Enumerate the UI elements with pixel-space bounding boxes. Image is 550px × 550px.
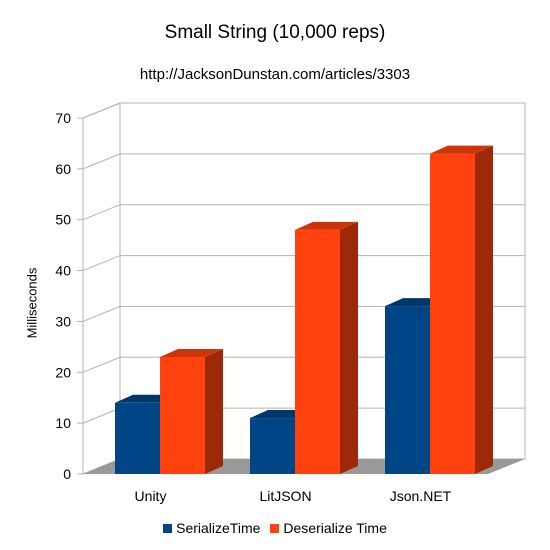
- bar: [295, 229, 340, 474]
- bar-top: [430, 145, 493, 154]
- bar: [385, 306, 430, 474]
- legend-item-deserialize: Deserialize Time: [270, 520, 387, 536]
- y-tick-label: 50: [55, 212, 71, 228]
- gridline: [82, 102, 525, 119]
- legend-swatch-deserialize: [270, 523, 280, 533]
- y-axis-label: Milliseconds: [24, 267, 40, 339]
- y-tick-label: 40: [55, 263, 71, 279]
- gridline: [82, 204, 525, 221]
- chart-subtitle: http://JacksonDunstan.com/articles/3303: [139, 66, 411, 83]
- legend: SerializeTime Deserialize Time: [0, 520, 550, 536]
- y-tick-label: 70: [55, 110, 71, 126]
- gridline: [82, 255, 525, 272]
- legend-item-serialize: SerializeTime: [163, 520, 260, 536]
- bar: [115, 402, 160, 474]
- x-tick-label: Json.NET: [390, 488, 452, 504]
- bar: [250, 418, 295, 474]
- x-tick-label: LitJSON: [259, 488, 311, 504]
- plot-side-wall: [82, 102, 121, 475]
- bar: [430, 153, 475, 474]
- legend-label-deserialize: Deserialize Time: [283, 520, 387, 536]
- bar-side: [475, 145, 493, 474]
- legend-label-serialize: SerializeTime: [176, 520, 261, 536]
- x-tick-label: Unity: [135, 488, 167, 504]
- bar: [160, 357, 205, 474]
- y-tick-label: 0: [63, 466, 71, 482]
- y-tick-label: 60: [55, 161, 71, 177]
- bar-side: [205, 349, 223, 474]
- bar-side: [340, 221, 358, 474]
- y-tick-label: 10: [55, 415, 71, 431]
- bar-top: [295, 221, 358, 230]
- bar-top: [160, 349, 223, 358]
- y-tick-label: 20: [55, 364, 71, 380]
- chart-title: Small String (10,000 reps): [164, 22, 386, 43]
- gridline: [82, 153, 525, 170]
- legend-swatch-serialize: [163, 523, 173, 533]
- y-tick-label: 30: [55, 313, 71, 329]
